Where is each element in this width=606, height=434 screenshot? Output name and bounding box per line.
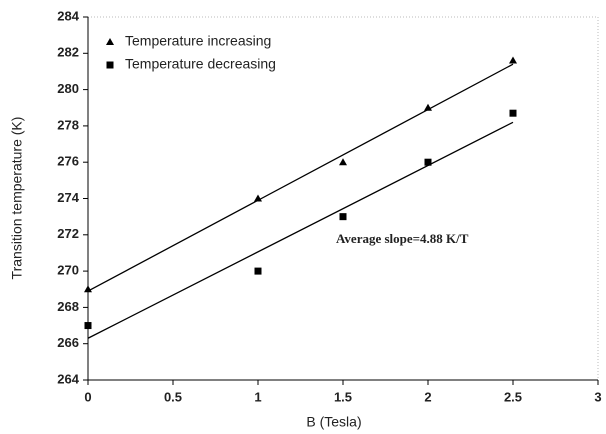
data-point xyxy=(509,56,517,64)
y-tick-label: 278 xyxy=(57,117,79,132)
y-tick-label: 284 xyxy=(57,8,79,23)
data-point xyxy=(509,109,517,117)
data-point xyxy=(424,103,432,111)
data-point xyxy=(339,158,347,166)
y-tick-label: 274 xyxy=(57,190,79,205)
y-axis-label: Transition temperature (K) xyxy=(9,117,25,280)
legend-label: Temperature increasing xyxy=(125,33,271,49)
x-tick-label: 0.5 xyxy=(164,389,182,404)
fit-line xyxy=(87,63,514,292)
y-tick-label: 280 xyxy=(57,81,79,96)
y-tick-label: 282 xyxy=(57,45,79,60)
x-tick-label: 2.5 xyxy=(504,389,522,404)
x-axis-label: B (Tesla) xyxy=(306,414,361,430)
data-point xyxy=(254,267,262,275)
data-point xyxy=(424,158,432,166)
legend-marker xyxy=(106,38,114,45)
y-tick-label: 266 xyxy=(57,335,79,350)
data-point xyxy=(84,285,92,293)
x-tick-label: 0 xyxy=(84,389,91,404)
annotation: Average slope=4.88 K/T xyxy=(336,231,469,246)
x-tick-label: 2 xyxy=(424,389,431,404)
y-tick-label: 276 xyxy=(57,154,79,169)
x-tick-label: 3 xyxy=(594,389,601,404)
fit-line xyxy=(87,121,514,339)
y-tick-label: 270 xyxy=(57,263,79,278)
data-point xyxy=(84,322,92,330)
x-tick-label: 1 xyxy=(254,389,261,404)
y-tick-label: 272 xyxy=(57,226,79,241)
data-point xyxy=(254,194,262,202)
legend-label: Temperature decreasing xyxy=(125,56,276,72)
y-tick-label: 264 xyxy=(57,371,79,386)
legend-marker xyxy=(106,61,114,69)
y-tick-label: 268 xyxy=(57,299,79,314)
data-point xyxy=(339,213,347,221)
x-tick-label: 1.5 xyxy=(334,389,352,404)
